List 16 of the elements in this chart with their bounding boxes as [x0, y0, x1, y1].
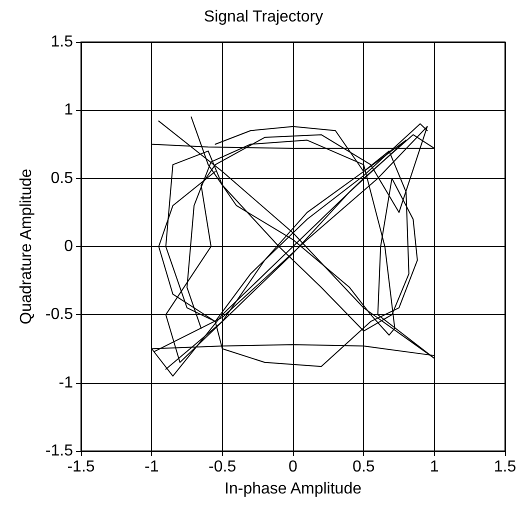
y-tick-label: -1.5 [45, 442, 74, 460]
y-tick-label: -0.5 [45, 306, 74, 324]
x-tick-label: 1 [430, 458, 439, 476]
chart-title: Signal Trajectory [204, 8, 324, 26]
x-tick-label: -1 [144, 458, 159, 476]
y-tick-label: 0 [64, 238, 74, 255]
x-tick-label: 0 [288, 458, 298, 476]
x-tick-label: 1.5 [494, 458, 516, 476]
y-axis-title: Quadrature Amplitude [18, 168, 36, 324]
x-tick-label: 0.5 [352, 458, 375, 476]
x-tick-label: -0.5 [208, 458, 236, 476]
y-tick-label: -1 [58, 374, 74, 392]
y-tick-label: 1.5 [50, 34, 74, 50]
x-axis-title: In-phase Amplitude [224, 480, 362, 498]
y-tick-label: 0.5 [50, 170, 74, 187]
y-tick-label: 1 [64, 102, 74, 119]
